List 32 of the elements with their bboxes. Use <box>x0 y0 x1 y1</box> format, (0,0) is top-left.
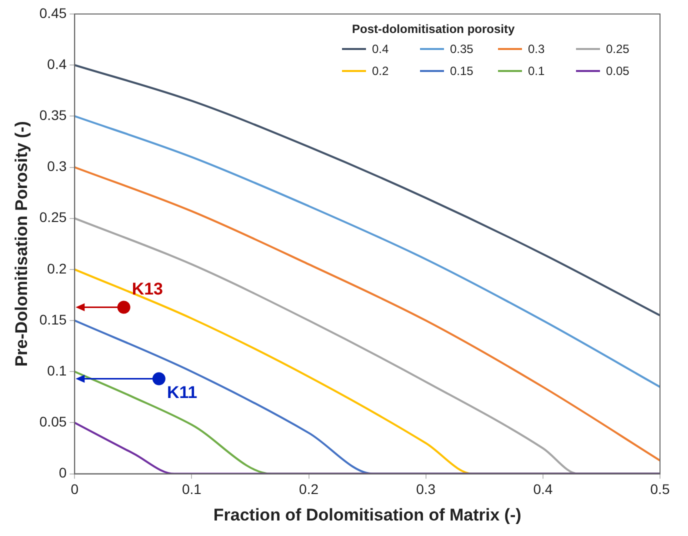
y-tick-label: 0.05 <box>39 414 67 430</box>
legend-label: 0.2 <box>372 64 389 78</box>
legend-title: Post-dolomitisation porosity <box>352 22 516 36</box>
legend-label: 0.15 <box>450 64 474 78</box>
y-axis-title: Pre-Dolomitisation Porosity (-) <box>12 121 31 367</box>
x-tick-label: 0 <box>70 481 79 498</box>
x-tick-label: 0.4 <box>533 481 553 498</box>
y-tick-label: 0.4 <box>47 56 67 72</box>
legend-label: 0.4 <box>372 42 389 56</box>
y-tick-label: 0.45 <box>39 4 67 21</box>
x-tick-label: 0.5 <box>650 481 670 498</box>
series-label: K11 <box>166 382 198 402</box>
x-axis-title: Fraction of Dolomitisation of Matrix (-) <box>213 505 522 524</box>
legend-label: 0.25 <box>606 42 630 56</box>
x-tick-label: 0.2 <box>299 481 319 498</box>
y-tick-label: 0.15 <box>39 311 67 328</box>
y-tick-label: 0.1 <box>47 362 67 378</box>
y-tick-label: 0 <box>58 464 67 481</box>
line-series <box>74 115 660 388</box>
y-tick-label: 0.25 <box>39 209 67 226</box>
x-tick-label: 0.1 <box>182 481 202 498</box>
legend-label: 0.35 <box>450 42 474 56</box>
legend-label: 0.1 <box>528 64 545 78</box>
line-series <box>74 166 660 462</box>
y-tick-label: 0.2 <box>47 260 67 276</box>
legend-label: 0.05 <box>606 64 630 78</box>
series-label: K13 <box>132 279 164 298</box>
y-tick-label: 0.35 <box>39 107 67 124</box>
line-series <box>74 64 660 316</box>
y-tick-label: 0.3 <box>47 158 67 174</box>
x-tick-label: 0.3 <box>416 481 436 498</box>
legend-label: 0.3 <box>528 42 545 56</box>
